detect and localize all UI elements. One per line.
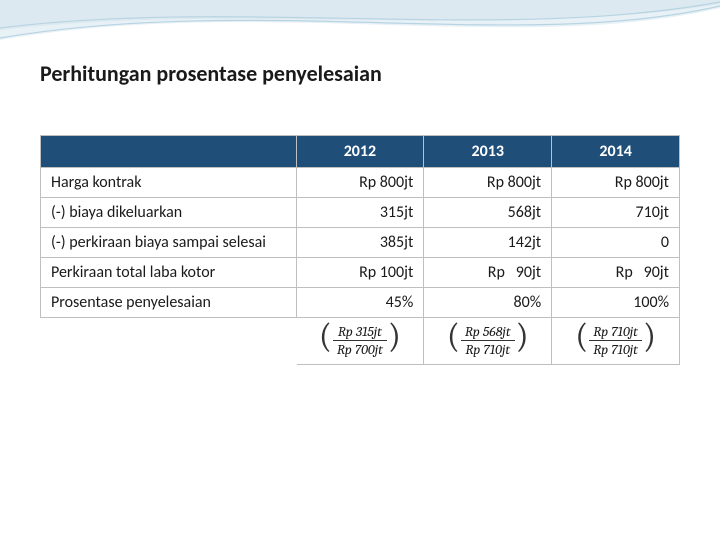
row-label: Prosentase penyelesaian bbox=[41, 288, 297, 318]
fraction: ( Rp 710jt Rp 710jt ) bbox=[579, 323, 652, 358]
fraction-denominator: Rp 710jt bbox=[589, 341, 642, 358]
table-row: Harga kontrak Rp 800jt Rp 800jt Rp 800jt bbox=[41, 168, 680, 198]
cell: Rp 90jt bbox=[552, 258, 680, 288]
fraction-denominator: Rp 710jt bbox=[461, 341, 515, 358]
table-row: (-) perkiraan biaya sampai selesai 385jt… bbox=[41, 228, 680, 258]
cell: 100% bbox=[552, 288, 680, 318]
cell: 385jt bbox=[296, 228, 424, 258]
slide-content: Perhitungan prosentase penyelesaian 2012… bbox=[40, 60, 680, 365]
cell: 80% bbox=[424, 288, 552, 318]
row-label: (-) biaya dikeluarkan bbox=[41, 198, 297, 228]
fraction-cell: ( Rp 710jt Rp 710jt ) bbox=[552, 318, 680, 365]
fraction-numerator: Rp 315jt bbox=[333, 323, 387, 341]
row-label: Perkiraan total laba kotor bbox=[41, 258, 297, 288]
cell: 142jt bbox=[424, 228, 552, 258]
fraction-numerator: Rp 568jt bbox=[461, 323, 515, 341]
calculation-table: 2012 2013 2014 Harga kontrak Rp 800jt Rp… bbox=[40, 135, 680, 365]
slide-title: Perhitungan prosentase penyelesaian bbox=[40, 60, 680, 87]
col-header: 2014 bbox=[552, 136, 680, 168]
table-row: (-) biaya dikeluarkan 315jt 568jt 710jt bbox=[41, 198, 680, 228]
fraction-denominator: Rp 700jt bbox=[333, 341, 387, 358]
col-header: 2013 bbox=[424, 136, 552, 168]
row-label: (-) perkiraan biaya sampai selesai bbox=[41, 228, 297, 258]
fraction: ( Rp 315jt Rp 700jt ) bbox=[323, 323, 397, 358]
fraction: ( Rp 568jt Rp 710jt ) bbox=[451, 323, 525, 358]
cell: Rp 90jt bbox=[424, 258, 552, 288]
fraction-blank bbox=[41, 318, 297, 365]
cell: Rp 800jt bbox=[552, 168, 680, 198]
table-row: Perkiraan total laba kotor Rp 100jt Rp 9… bbox=[41, 258, 680, 288]
cell: Rp 100jt bbox=[296, 258, 424, 288]
row-label: Harga kontrak bbox=[41, 168, 297, 198]
fraction-cell: ( Rp 568jt Rp 710jt ) bbox=[424, 318, 552, 365]
col-header: 2012 bbox=[296, 136, 424, 168]
cell: Rp 800jt bbox=[424, 168, 552, 198]
header-blank bbox=[41, 136, 297, 168]
cell: 710jt bbox=[552, 198, 680, 228]
fraction-row: ( Rp 315jt Rp 700jt ) ( Rp 568jt Rp 710j… bbox=[41, 318, 680, 365]
table-row: Prosentase penyelesaian 45% 80% 100% bbox=[41, 288, 680, 318]
cell: 315jt bbox=[296, 198, 424, 228]
cell: 568jt bbox=[424, 198, 552, 228]
fraction-numerator: Rp 710jt bbox=[589, 323, 642, 341]
fraction-cell: ( Rp 315jt Rp 700jt ) bbox=[296, 318, 424, 365]
cell: 45% bbox=[296, 288, 424, 318]
cell: Rp 800jt bbox=[296, 168, 424, 198]
cell: 0 bbox=[552, 228, 680, 258]
